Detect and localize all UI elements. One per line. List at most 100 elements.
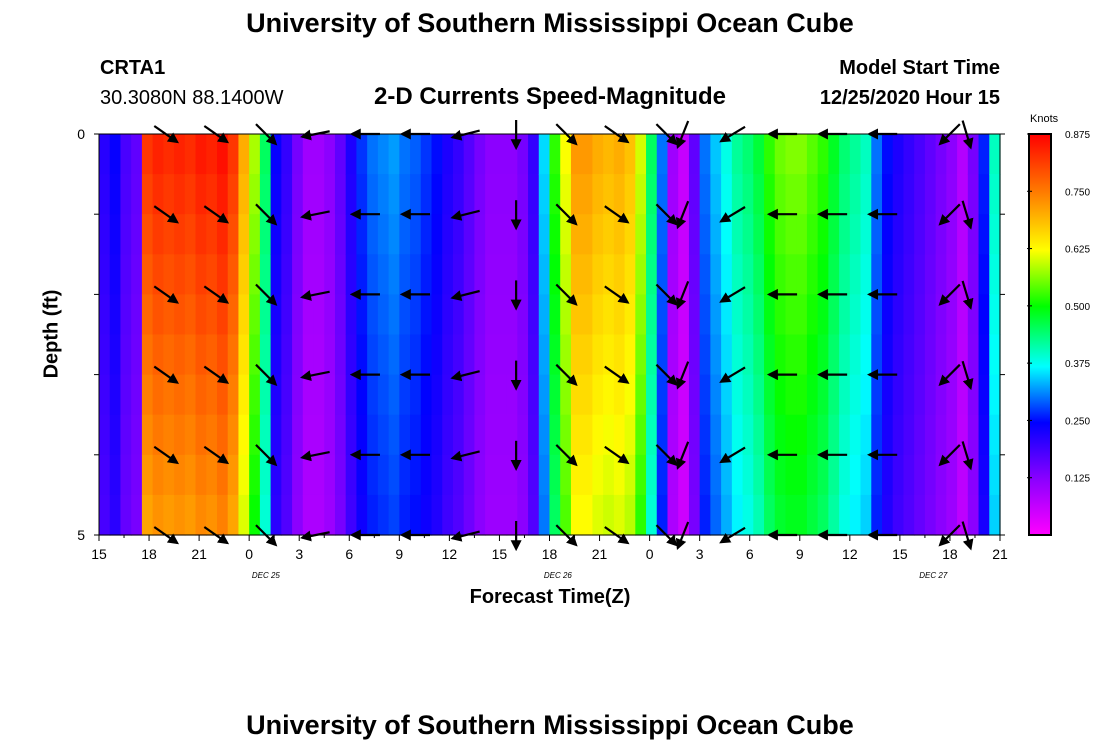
- heatmap-cell: [238, 174, 250, 215]
- heatmap-cell: [174, 334, 186, 376]
- heatmap-cell: [742, 334, 754, 376]
- heatmap-cell: [882, 334, 894, 376]
- heatmap-cell: [817, 174, 829, 215]
- heatmap-cell: [120, 374, 132, 416]
- heatmap-cell: [774, 134, 787, 175]
- heatmap-cell: [989, 254, 1001, 295]
- heatmap-cell: [109, 374, 122, 416]
- heatmap-cell: [120, 214, 132, 255]
- heatmap-cell: [120, 494, 132, 536]
- colorbar: [1028, 133, 1052, 536]
- heatmap-cell: [442, 414, 454, 456]
- heatmap-cell: [570, 374, 583, 416]
- heatmap-cell: [581, 134, 594, 175]
- page-title-bottom: University of Southern Mississippi Ocean…: [246, 710, 854, 740]
- current-arrow: [655, 363, 678, 387]
- heatmap-cell: [528, 334, 540, 376]
- heatmap-cell: [452, 134, 465, 175]
- heatmap-cell: [334, 334, 347, 376]
- current-arrow: [255, 283, 278, 306]
- heatmap-cell: [388, 454, 400, 496]
- heatmap-cell: [796, 254, 808, 295]
- heatmap-cell: [667, 254, 679, 295]
- heatmap-cell: [442, 294, 454, 336]
- heatmap-cell: [924, 494, 937, 536]
- heatmap-cell: [109, 214, 122, 255]
- heatmap-cell: [871, 334, 883, 376]
- heatmap-cell: [120, 134, 132, 175]
- heatmap-cell: [495, 174, 508, 215]
- heatmap-cell: [431, 174, 443, 215]
- heatmap-cell: [249, 174, 261, 215]
- heatmap-cell: [270, 294, 282, 336]
- heatmap-cell: [249, 334, 261, 376]
- heatmap-cell: [517, 214, 529, 255]
- heatmap-cell: [967, 454, 980, 496]
- heatmap-cell: [710, 334, 722, 376]
- current-arrow: [719, 206, 746, 223]
- heatmap-cell: [345, 494, 358, 536]
- heatmap-cell: [109, 254, 122, 295]
- heatmap-cell: [324, 254, 336, 295]
- heatmap-cell: [313, 294, 325, 336]
- heatmap-cell: [699, 254, 711, 295]
- heatmap-cell: [774, 294, 787, 336]
- heatmap-cell: [163, 214, 175, 255]
- heatmap-cell: [345, 214, 358, 255]
- heatmap-cell: [452, 214, 465, 255]
- heatmap-cell: [474, 214, 486, 255]
- heatmap-cell: [764, 174, 776, 215]
- heatmap-cell: [442, 374, 454, 416]
- heatmap-cell: [646, 214, 658, 255]
- heatmap-cell: [560, 374, 572, 416]
- heatmap-cell: [356, 134, 368, 175]
- heatmap-cell: [141, 494, 154, 536]
- heatmap-cell: [259, 294, 272, 336]
- heatmap-cell: [796, 454, 808, 496]
- heatmap-cell: [581, 454, 594, 496]
- heatmap-cell: [721, 374, 733, 416]
- heatmap-cell: [613, 174, 626, 215]
- heatmap-cell: [356, 454, 368, 496]
- heatmap-cell: [216, 254, 229, 295]
- heatmap-cell: [549, 134, 561, 175]
- heatmap-cell: [603, 134, 615, 175]
- heatmap-cell: [710, 454, 722, 496]
- heatmap-cell: [517, 494, 529, 536]
- heatmap-cell: [399, 254, 411, 295]
- heatmap-cell: [699, 414, 711, 456]
- heatmap-cell: [292, 334, 304, 376]
- heatmap-cell: [377, 334, 390, 376]
- heatmap-cell: [978, 134, 990, 175]
- heatmap-cell: [163, 254, 175, 295]
- heatmap-cell: [367, 334, 379, 376]
- heatmap-cell: [570, 214, 583, 255]
- heatmap-cell: [345, 134, 358, 175]
- current-arrow: [719, 286, 746, 303]
- current-arrow: [938, 283, 961, 306]
- heatmap-cell: [345, 334, 358, 376]
- heatmap-cell: [957, 374, 969, 416]
- heatmap-cell: [131, 414, 143, 456]
- heatmap-cell: [345, 374, 358, 416]
- heatmap-cell: [506, 334, 518, 376]
- heatmap-cell: [152, 334, 164, 376]
- heatmap-cell: [646, 414, 658, 456]
- heatmap-cell: [131, 254, 143, 295]
- heatmap-cell: [646, 494, 658, 536]
- heatmap-cell: [656, 334, 669, 376]
- heatmap-cell: [656, 494, 669, 536]
- heatmap-cell: [764, 494, 776, 536]
- heatmap-cell: [227, 214, 240, 255]
- heatmap-cell: [292, 294, 304, 336]
- heatmap-cell: [495, 334, 508, 376]
- colorbar-ticks: 0.875 0.750 0.625 0.500 0.375 0.250 0.125: [1027, 130, 1090, 485]
- heatmap-cell: [334, 134, 347, 175]
- heatmap-cell: [592, 294, 604, 336]
- heatmap-cell: [860, 254, 872, 295]
- heatmap-cell: [828, 214, 840, 255]
- heatmap-cell: [120, 254, 132, 295]
- heatmap-cell: [646, 334, 658, 376]
- heatmap-cell: [367, 494, 379, 536]
- heatmap-cell: [410, 254, 422, 295]
